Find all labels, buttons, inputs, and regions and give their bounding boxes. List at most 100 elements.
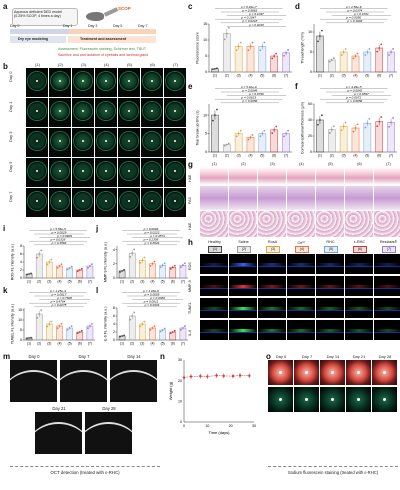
x-tick-label: (5) — [260, 154, 264, 158]
x-tick-label: (3) — [342, 74, 346, 78]
signal-band — [287, 263, 315, 266]
eye-image — [164, 188, 186, 217]
data-point — [231, 374, 235, 378]
data-point — [129, 318, 132, 321]
cornea-arc — [10, 370, 57, 402]
dapi-band — [345, 310, 373, 311]
data-point — [131, 252, 134, 255]
column-label: (6) — [150, 62, 155, 67]
data-point — [171, 266, 174, 269]
histology-image — [258, 211, 286, 237]
data-point — [287, 129, 289, 132]
chart-tear-breakup: 0 5 10 (1) (2) (3) (4) (5) (6) (7) p = 5.92e-9 p = … — [195, 84, 295, 160]
eye-image — [72, 98, 94, 127]
x-tick-label: (2) — [130, 342, 134, 346]
data-point — [248, 374, 251, 377]
light-reflection — [150, 80, 153, 82]
light-reflection — [104, 200, 107, 202]
panel-label-j: j — [96, 224, 99, 233]
eye-photo — [294, 360, 319, 385]
data-point — [321, 29, 323, 32]
p-value: p = 5.92e-9 — [240, 85, 257, 89]
x-tick-label: (4) — [248, 154, 252, 158]
data-point — [328, 60, 331, 63]
data-point — [40, 309, 43, 311]
data-point — [189, 375, 193, 378]
histology-image — [316, 186, 344, 210]
x-tick-label: (6) — [377, 154, 381, 158]
data-point — [143, 256, 146, 259]
eye-image — [164, 158, 186, 187]
data-point — [390, 51, 392, 53]
signal-band — [316, 285, 344, 288]
panel-label-c: c — [188, 2, 193, 11]
group-number: (5) — [324, 246, 338, 253]
data-point — [378, 47, 381, 49]
x-tick-label: 20 — [229, 424, 233, 428]
signal-band — [229, 329, 257, 332]
light-reflection — [104, 110, 107, 112]
data-point — [46, 263, 49, 266]
p-value: p = 0.2358 — [143, 238, 159, 242]
dapi-band — [200, 310, 228, 311]
data-point — [340, 129, 343, 132]
column-label: (6) — [357, 162, 362, 166]
light-reflection — [279, 398, 282, 401]
y-tick-label: 60 — [308, 102, 312, 106]
light-reflection — [150, 200, 153, 202]
column-label: (4) — [299, 162, 304, 166]
y-tick-label: 4 — [113, 248, 115, 252]
dapi-band — [374, 266, 400, 267]
light-reflection — [81, 170, 84, 172]
y-tick-label: 5 — [310, 50, 312, 54]
data-point — [332, 125, 335, 128]
dapi-band — [258, 266, 286, 267]
p-value: p = 0.0004 — [143, 227, 159, 231]
data-point — [206, 375, 209, 378]
day-1: Day 1 — [63, 24, 73, 28]
y-tick-label: 4 — [20, 260, 22, 264]
signal-band — [229, 285, 257, 288]
if-image — [374, 254, 400, 274]
syringe-icon — [103, 7, 119, 17]
light-reflection — [305, 398, 308, 401]
group-number: (4) — [295, 246, 309, 253]
signal-band — [345, 307, 373, 310]
panel-label-a: a — [3, 2, 8, 11]
histology-image — [229, 186, 257, 210]
if-image — [316, 320, 344, 340]
x-tick-label: 10 — [205, 424, 209, 428]
if-image — [229, 254, 257, 274]
if-image — [200, 320, 228, 340]
histology-image — [316, 167, 344, 185]
oct-image — [85, 412, 132, 454]
x-tick-label: (6) — [78, 342, 82, 346]
data-point — [153, 260, 156, 263]
signal-band — [229, 307, 257, 310]
y-tick-label: 6 — [20, 252, 22, 256]
p-value: p = 0.0434 — [144, 303, 160, 307]
data-point — [319, 119, 321, 121]
eye-image — [95, 188, 117, 217]
fluor-day-label: Day 21 — [352, 354, 366, 359]
histology-image — [287, 186, 315, 210]
y-tick-label: 0 — [310, 70, 312, 74]
eye-image — [72, 188, 94, 217]
light-reflection — [331, 398, 334, 401]
histology-image — [374, 167, 400, 185]
light-reflection — [357, 371, 360, 374]
data-point — [30, 272, 32, 275]
light-reflection — [58, 200, 61, 202]
eye-image — [26, 98, 48, 127]
oct-day-label: Day 21 — [52, 406, 66, 411]
p-value: p = 8.49e-7 — [240, 5, 257, 9]
if-image — [200, 276, 228, 296]
data-point — [70, 265, 73, 268]
data-point — [392, 48, 394, 50]
signal-band — [345, 285, 373, 288]
cornea-arc — [60, 370, 107, 402]
data-point — [239, 41, 242, 44]
column-label: (5) — [127, 62, 132, 67]
